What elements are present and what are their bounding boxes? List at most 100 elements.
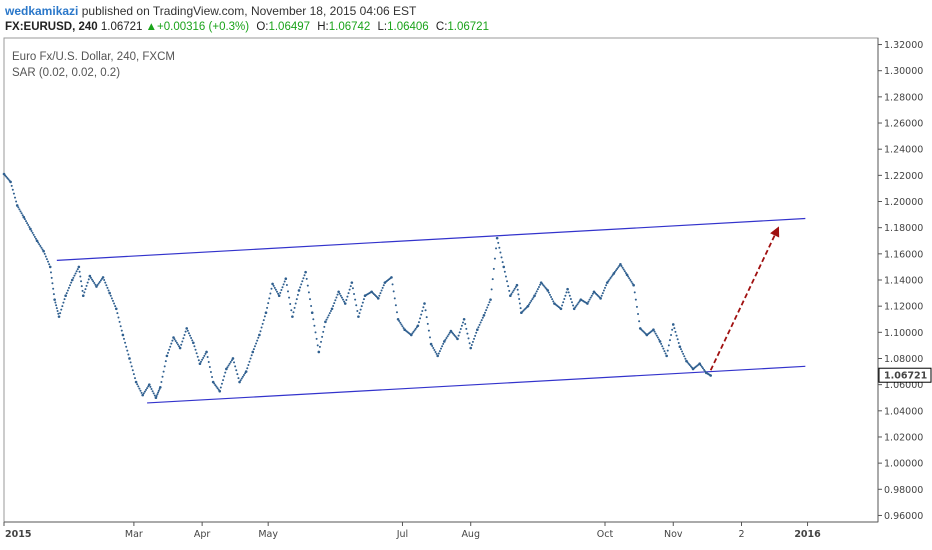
sar-point-trail — [587, 300, 590, 303]
sar-point-trail — [241, 375, 244, 378]
sar-point-trail — [589, 296, 592, 299]
sar-point-trail — [503, 270, 506, 273]
sar-point-trail — [629, 279, 632, 281]
sar-point-trail — [314, 331, 317, 334]
sar-point — [22, 215, 26, 219]
sar-point-trail — [189, 334, 192, 337]
sar-point-trail — [110, 297, 113, 300]
sar-point-trail — [98, 280, 101, 283]
sar-point-trail — [513, 287, 516, 290]
sar-point-trail — [281, 286, 284, 289]
x-tick-label: Mar — [125, 529, 143, 540]
low-value: 1.06406 — [387, 21, 429, 33]
sar-point-trail — [654, 332, 657, 335]
sar-point-trail — [354, 298, 357, 301]
sar-point — [48, 265, 52, 269]
last-price-tag-label: 1.06721 — [884, 371, 927, 382]
author-link[interactable]: wedkamikazi — [5, 4, 79, 18]
sar-point-trail — [74, 272, 77, 275]
sar-point-trail — [257, 336, 260, 339]
sar-point-trail — [305, 277, 308, 280]
sar-point-trail — [328, 312, 331, 315]
sar-point-trail — [170, 342, 173, 345]
sar-point-trail — [262, 319, 265, 322]
sar-point — [469, 346, 473, 350]
sar-point-trail — [504, 275, 507, 278]
sar-point-trail — [534, 292, 537, 295]
sar-point-trail — [216, 387, 219, 390]
sar-point-trail — [51, 282, 54, 285]
sar-point-trail — [326, 316, 329, 319]
x-axis-ticks: 2015 Mar Apr May Jul Aug Oct Nov 2 2016 — [3, 522, 821, 540]
sar-point-trail — [508, 289, 511, 292]
sar-point-trail — [464, 323, 467, 326]
sar-point-trail — [118, 320, 121, 323]
sar-point-trail — [394, 304, 397, 307]
sar-point-trail — [263, 315, 266, 318]
y-tick-label: 1.08000 — [884, 354, 923, 365]
sar-point-trail — [57, 312, 60, 315]
sar-point-trail — [674, 330, 677, 333]
sar-point-trail — [236, 373, 239, 376]
sar-point-trail — [320, 340, 323, 343]
y-tick-label: 1.10000 — [884, 328, 923, 339]
sar-point-trail — [543, 285, 546, 288]
sar-point-trail — [417, 321, 420, 324]
sar-point-trail — [419, 317, 422, 320]
sar-point-trail — [333, 302, 336, 305]
sar-point-trail — [453, 333, 456, 336]
sar-point-trail — [532, 296, 535, 299]
symbol-label[interactable]: FX:EURUSD, 240 — [5, 21, 98, 33]
sar-point-trail — [470, 343, 473, 346]
high-label: H: — [317, 21, 329, 33]
y-tick-label: 1.06000 — [884, 380, 923, 391]
sar-point-trail — [204, 352, 207, 355]
sar-point-trail — [379, 292, 382, 295]
sar-point-trail — [106, 286, 109, 289]
sar-point — [258, 333, 261, 337]
sar-point — [476, 328, 479, 332]
y-tick-label: 0.96000 — [884, 511, 923, 522]
sar-point-trail — [62, 301, 65, 304]
open-value: 1.06497 — [268, 21, 311, 33]
sar-point-trail — [426, 322, 429, 325]
sar-point-trail — [76, 268, 79, 271]
y-axis-ticks: 0.96000 0.98000 1.00000 1.02000 1.04000 1.060… — [878, 40, 923, 522]
publish-line: wedkamikazi published on TradingView.com… — [5, 4, 416, 18]
sar-point-trail — [54, 301, 57, 304]
indicator-legend[interactable]: SAR (0.02, 0.02, 0.2) — [12, 67, 120, 79]
sar-point-trail — [687, 362, 690, 365]
sar-point-trail — [486, 306, 489, 309]
sar-point-trail — [602, 289, 605, 292]
sar-point-trail — [267, 302, 270, 305]
sar-point-trail — [431, 345, 434, 348]
sar-point — [495, 236, 499, 240]
sar-point-trail — [197, 359, 200, 362]
sar-point — [665, 354, 668, 358]
sar-point-trail — [484, 311, 487, 314]
sar-point-trail — [260, 326, 263, 329]
sar-point-trail — [348, 288, 351, 291]
plot-area[interactable] — [3, 37, 879, 523]
sar-point-trail — [168, 348, 171, 351]
y-tick-label: 1.04000 — [884, 406, 923, 417]
sar-point-trail — [52, 287, 55, 290]
sar-point-trail — [703, 368, 706, 371]
sar-point-trail — [359, 308, 362, 311]
sar-point-trail — [296, 293, 299, 296]
sar-point-trail — [507, 285, 510, 288]
sar-point-trail — [622, 268, 625, 271]
sar-point-trail — [4, 174, 7, 177]
sar-point-trail — [682, 352, 685, 355]
projection-arrow-group — [709, 225, 780, 371]
sar-point-trail — [222, 379, 225, 382]
sar-point — [566, 287, 569, 291]
sar-point-trail — [85, 284, 88, 287]
sar-point-trail — [427, 329, 430, 332]
sar-point-trail — [5, 175, 8, 178]
sar-point-trail — [342, 298, 345, 301]
sar-point — [671, 323, 675, 326]
channel-lines — [56, 217, 806, 404]
sar-point-trail — [138, 387, 141, 390]
